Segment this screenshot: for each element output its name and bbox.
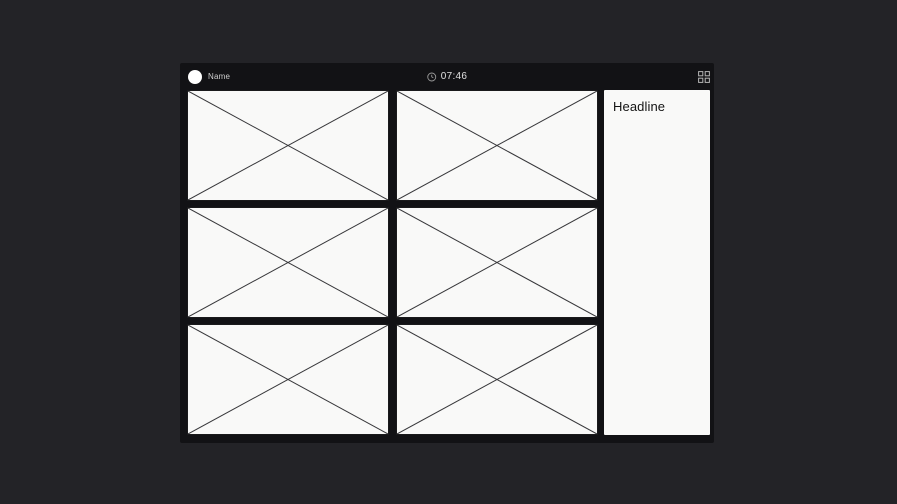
image-placeholder[interactable]: [187, 90, 389, 201]
time-label: 07:46: [440, 71, 468, 82]
image-grid: [187, 90, 598, 435]
app-window: Name 07:46: [180, 63, 714, 443]
placeholder-cross-icon: [188, 208, 388, 317]
clock-group: 07:46: [427, 63, 468, 90]
sidebar-panel: Headline: [604, 90, 710, 435]
grid-menu-icon[interactable]: [698, 70, 710, 83]
avatar: [188, 69, 202, 84]
headline: Headline: [613, 99, 666, 114]
image-placeholder[interactable]: [396, 324, 598, 435]
user-name-label: Name: [208, 72, 231, 81]
placeholder-cross-icon: [397, 325, 597, 434]
image-placeholder[interactable]: [396, 207, 598, 318]
placeholder-cross-icon: [397, 208, 597, 317]
user-chip[interactable]: Name: [188, 63, 230, 90]
placeholder-cross-icon: [397, 91, 597, 200]
image-placeholder[interactable]: [396, 90, 598, 201]
image-placeholder[interactable]: [187, 324, 389, 435]
placeholder-cross-icon: [188, 91, 388, 200]
image-placeholder[interactable]: [187, 207, 389, 318]
placeholder-cross-icon: [188, 325, 388, 434]
top-bar-actions: [698, 63, 710, 90]
clock-icon: [427, 72, 437, 81]
top-bar: Name 07:46: [180, 63, 714, 90]
